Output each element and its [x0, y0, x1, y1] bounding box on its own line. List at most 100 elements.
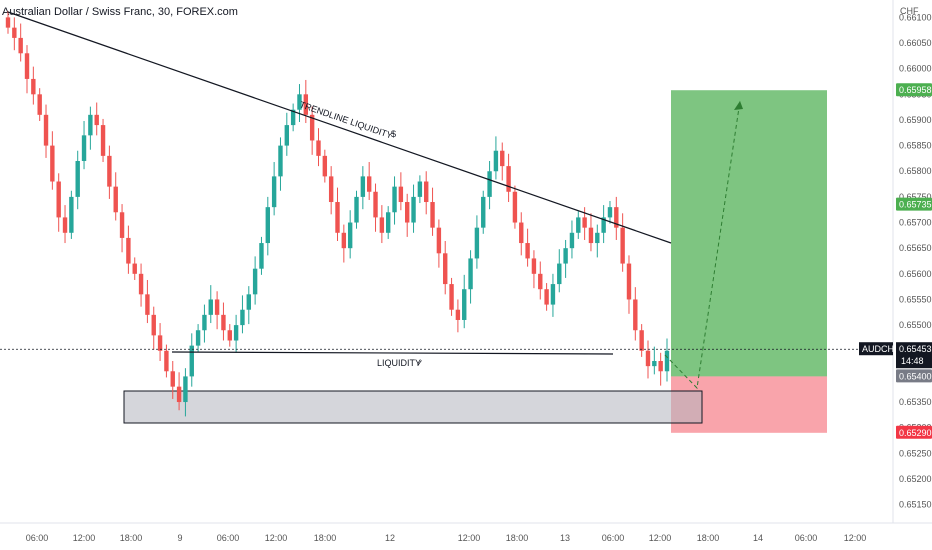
candle-body	[297, 94, 302, 110]
candle-body	[347, 222, 353, 249]
candle-body	[582, 217, 587, 228]
price-tick: 0.65550	[899, 294, 932, 304]
candle-body	[233, 325, 239, 341]
time-tick: 06:00	[217, 533, 240, 543]
candle-body	[202, 314, 207, 331]
time-tick: 18:00	[506, 533, 529, 543]
liquidity-label: LIQUIDITY	[377, 358, 421, 368]
candle-body	[354, 196, 359, 223]
candle-body	[652, 361, 657, 367]
candle-body	[500, 150, 505, 167]
candle-body	[126, 237, 131, 264]
candle-body	[506, 166, 511, 192]
time-tick: 12:00	[844, 533, 867, 543]
price-tick: 0.65250	[899, 448, 932, 458]
candle-body	[468, 258, 473, 290]
demand-zone	[123, 390, 703, 424]
candle-body	[392, 186, 397, 213]
candle-body	[639, 330, 644, 351]
symbol-tag-bg	[859, 342, 893, 356]
candle-body	[259, 243, 264, 269]
candle-body	[493, 150, 499, 172]
stop-price-tag: 0.65290	[899, 428, 932, 438]
profit-zone	[671, 90, 827, 377]
candle-body	[341, 232, 347, 249]
candle-body	[170, 371, 175, 387]
candle-body	[18, 37, 23, 54]
price-tick: 0.65200	[899, 474, 932, 484]
candle-body	[550, 284, 556, 305]
secondary-price-tag: 0.65735	[899, 200, 932, 210]
candle-body	[531, 258, 537, 274]
candle-body	[183, 376, 188, 403]
candle-body	[37, 94, 42, 115]
candle-body	[56, 181, 61, 218]
time-tick: 12:00	[649, 533, 672, 543]
price-tick: 0.65150	[899, 500, 932, 510]
price-tick: 0.65700	[899, 218, 932, 228]
time-tick: 12:00	[458, 533, 481, 543]
secondary-price-tag-bg	[896, 197, 932, 211]
arrow-head	[734, 101, 743, 110]
price-tick: 0.65350	[899, 397, 932, 407]
candle-body	[176, 386, 182, 403]
candle-body	[474, 227, 480, 259]
price-tick: 0.65750	[899, 192, 932, 202]
projection-path	[664, 100, 741, 390]
liquidity-line	[171, 351, 614, 355]
candle-body	[316, 140, 321, 156]
candle-body	[626, 263, 632, 300]
candle-body	[164, 350, 169, 372]
candle-body	[645, 350, 651, 367]
candle-body	[271, 176, 277, 208]
candle-body	[145, 294, 150, 315]
candle-body	[481, 196, 486, 228]
price-tick: 0.65850	[899, 141, 932, 151]
entry-price-tag: 0.65400	[899, 371, 932, 381]
time-tick: 12:00	[73, 533, 96, 543]
candle-body	[335, 202, 340, 233]
candle-body	[658, 361, 663, 372]
candle-body	[398, 186, 404, 203]
candle-body	[303, 94, 309, 115]
candle-body	[633, 299, 638, 331]
candle-body	[246, 294, 251, 310]
time-tick: 9	[177, 533, 182, 543]
candle-body	[588, 227, 594, 244]
candle-body	[512, 191, 518, 223]
dollar-sign: $	[391, 129, 396, 139]
price-tick: 0.66100	[899, 12, 932, 22]
candle-body	[24, 53, 30, 79]
candle-body	[417, 181, 423, 197]
target-price-tag: 0.65958	[899, 85, 932, 95]
candle-body	[411, 196, 416, 223]
candle-body	[385, 212, 391, 233]
candle-body	[366, 176, 372, 192]
candle-body	[290, 109, 296, 126]
time-axis: 06:00 12:00 18:00 9 06:00 12:00 18:00 12 12:00 18…	[0, 522, 932, 543]
stop-price-tag-bg	[896, 425, 932, 439]
candle-body	[430, 202, 435, 228]
price-tick: 0.66050	[899, 38, 932, 48]
candle-body	[240, 309, 245, 326]
candle-body	[601, 217, 606, 233]
currency-label: CHF	[900, 6, 919, 16]
price-tick: 0.65800	[899, 166, 932, 176]
time-tick: 12:00	[265, 533, 288, 543]
price-tick: 0.66000	[899, 64, 932, 74]
candle-body	[284, 125, 290, 146]
candle-body	[664, 350, 670, 372]
candle-body	[69, 196, 74, 233]
candle-body	[462, 289, 467, 320]
candle-body	[519, 222, 524, 244]
candle-body	[544, 289, 549, 305]
candle-body	[94, 114, 99, 126]
candle-body	[309, 114, 315, 141]
candle-body	[75, 160, 80, 197]
candles	[5, 11, 670, 417]
candle-body	[189, 345, 194, 377]
time-tick: 18:00	[697, 533, 720, 543]
candle-body	[12, 27, 17, 38]
price-tick: 0.65900	[899, 115, 932, 125]
